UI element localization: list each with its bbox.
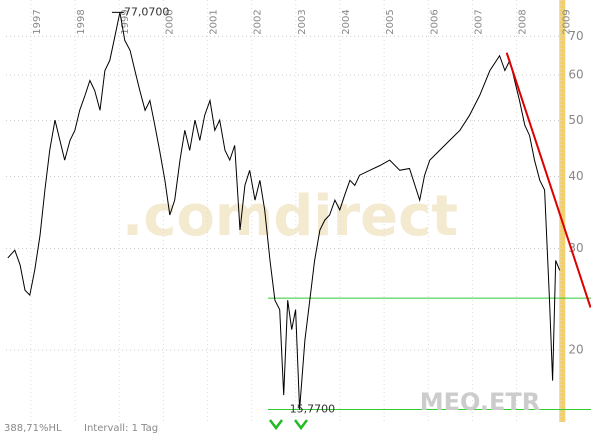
x-tick-label: 2000 — [164, 9, 175, 34]
x-tick-label: 2009 — [562, 9, 573, 34]
check-marks — [269, 419, 308, 431]
watermark: .comdirect — [122, 184, 458, 249]
y-tick-label: 50 — [568, 113, 583, 127]
footer-left: 388,71%HL — [4, 423, 62, 434]
y-tick-label: 20 — [568, 342, 583, 356]
price-line — [7, 12, 561, 410]
x-tick-label: 2006 — [429, 9, 440, 34]
x-tick-label: 2004 — [341, 9, 352, 34]
footer-interval: Intervall: 1 Tag — [84, 423, 158, 434]
x-tick-label: 1998 — [76, 9, 87, 34]
highlight-band — [559, 0, 566, 422]
trend-line — [505, 52, 591, 308]
x-tick-label: 2003 — [297, 9, 308, 34]
x-tick-label: 1999 — [120, 9, 131, 34]
x-tick-label: 2007 — [473, 9, 484, 34]
x-tick-label: 2001 — [209, 9, 220, 34]
x-tick-label: 1997 — [32, 9, 43, 34]
y-tick-label: 40 — [568, 169, 583, 183]
annotation: 15,7700 — [290, 402, 336, 415]
y-tick-label: 70 — [568, 29, 583, 43]
x-tick-label: 2005 — [385, 9, 396, 34]
x-tick-label: 2008 — [518, 9, 529, 34]
x-tick-label: 2002 — [253, 9, 264, 34]
y-tick-label: 60 — [568, 68, 583, 82]
symbol: MEO.ETR — [420, 388, 541, 416]
annotation: 77,0700 — [124, 5, 169, 18]
